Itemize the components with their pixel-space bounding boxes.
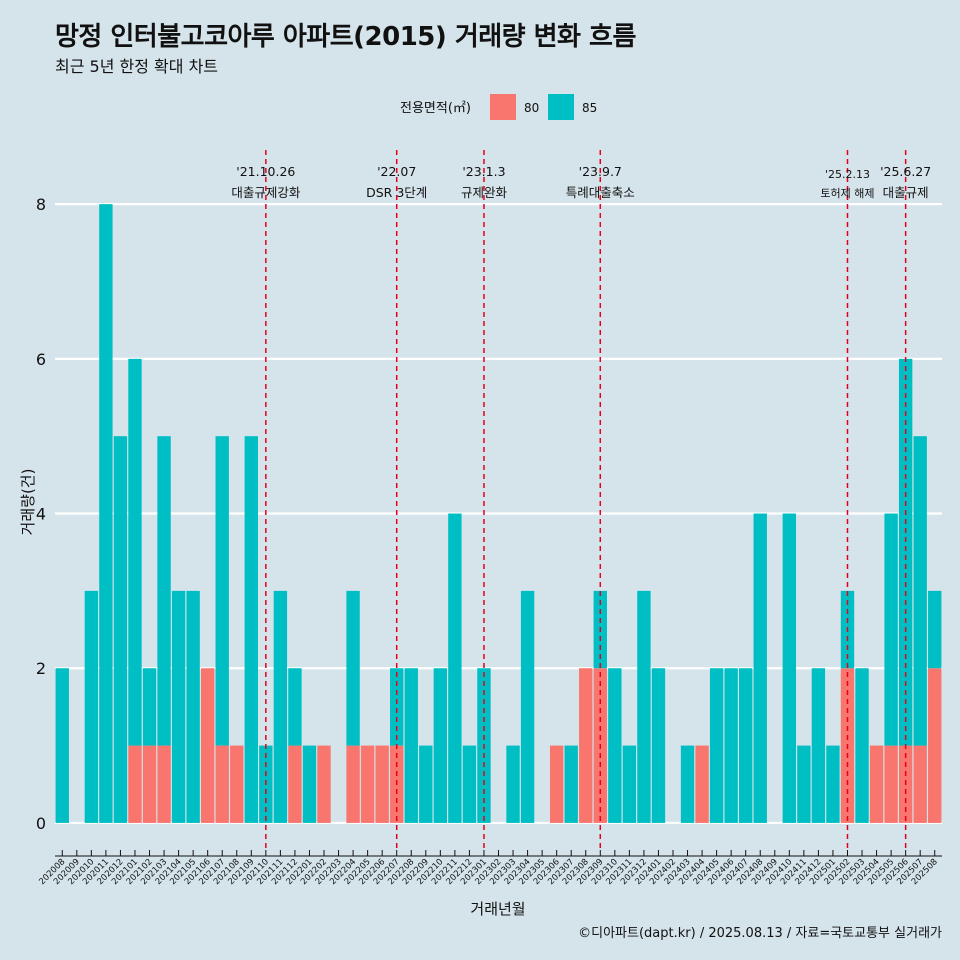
bar-80-202107 bbox=[215, 745, 229, 823]
bar-85-202401 bbox=[651, 668, 666, 823]
chart-subtitle: 최근 5년 한정 확대 차트 bbox=[55, 57, 219, 76]
bar-85-202311 bbox=[622, 745, 637, 823]
source-caption: ©디아파트(dapt.kr) / 2025.08.13 / 자료=국토교통부 실… bbox=[578, 926, 942, 941]
bar-80-202103 bbox=[157, 745, 171, 823]
x-axis-title: 거래년월 bbox=[470, 900, 525, 918]
legend-title: 전용면적(㎡) bbox=[400, 101, 471, 116]
y-axis-title: 거래량(건) bbox=[19, 469, 37, 536]
bar-80-202306 bbox=[549, 745, 564, 823]
bar-85-202010 bbox=[84, 590, 99, 823]
event-date-202309: '23.9.7 bbox=[579, 164, 622, 179]
bar-85-202201 bbox=[302, 745, 317, 823]
bar-80-202404 bbox=[695, 745, 709, 823]
event-label-202506: 대출규제 bbox=[883, 185, 929, 200]
bar-80-202507 bbox=[913, 745, 927, 823]
y-tick-label: 0 bbox=[36, 814, 46, 833]
bar-80-202504 bbox=[869, 745, 884, 823]
bar-80-202508 bbox=[928, 668, 942, 823]
bar-85-202105 bbox=[186, 590, 200, 823]
event-date-202207: '22.07 bbox=[377, 164, 416, 179]
bar-85-202111 bbox=[273, 590, 288, 823]
bar-85-202107 bbox=[215, 436, 229, 746]
bar-80-202205 bbox=[360, 745, 375, 823]
event-date-202506: '25.6.27 bbox=[880, 164, 931, 179]
bar-85-202508 bbox=[928, 590, 942, 669]
bar-85-202503 bbox=[855, 668, 869, 823]
bar-85-202212 bbox=[462, 745, 477, 823]
bar-85-202103 bbox=[157, 436, 171, 746]
bar-85-202405 bbox=[709, 668, 724, 823]
bar-80-202204 bbox=[346, 745, 360, 823]
bar-85-202312 bbox=[637, 590, 651, 823]
bar-80-202308 bbox=[579, 668, 593, 823]
legend-label-85: 85 bbox=[582, 101, 597, 115]
bar-85-202012 bbox=[113, 436, 128, 823]
bar-85-202207 bbox=[390, 668, 404, 746]
bar-85-202101 bbox=[128, 358, 142, 746]
bar-85-202211 bbox=[448, 513, 462, 823]
bar-85-202208 bbox=[404, 668, 418, 823]
bar-85-202210 bbox=[433, 668, 448, 823]
bar-85-202411 bbox=[797, 745, 811, 823]
bar-80-202108 bbox=[230, 745, 244, 823]
x-axis: 2020082020092020102020112020122021012021… bbox=[37, 850, 942, 887]
bar-85-202310 bbox=[608, 668, 622, 823]
bar-85-202303 bbox=[506, 745, 520, 823]
event-label-202207: DSR 3단계 bbox=[366, 185, 427, 200]
bar-85-202109 bbox=[244, 436, 258, 823]
event-label-202301: 규제완화 bbox=[461, 185, 508, 200]
bar-80-202102 bbox=[142, 745, 157, 823]
legend-swatch-85 bbox=[548, 94, 574, 120]
bar-85-202507 bbox=[913, 436, 927, 746]
bar-85-202011 bbox=[99, 204, 113, 823]
bar-85-202407 bbox=[739, 668, 753, 823]
event-date-202301: '23.1.3 bbox=[462, 164, 505, 179]
event-label-202110: 대출규제강화 bbox=[231, 185, 301, 200]
bar-80-202106 bbox=[200, 668, 215, 823]
y-tick-label: 4 bbox=[36, 505, 46, 524]
bar-80-202112 bbox=[288, 745, 302, 823]
bar-85-202104 bbox=[171, 590, 186, 823]
y-tick-label: 2 bbox=[36, 659, 46, 678]
bar-85-202505 bbox=[884, 513, 898, 746]
y-tick-label: 6 bbox=[36, 350, 46, 369]
bar-85-202408 bbox=[753, 513, 767, 823]
bar-85-202307 bbox=[564, 745, 578, 823]
bar-80-202206 bbox=[375, 745, 389, 823]
bar-80-202505 bbox=[884, 745, 898, 823]
legend: 전용면적(㎡) 80 85 bbox=[400, 94, 597, 120]
bar-85-202209 bbox=[419, 745, 433, 823]
bar-85-202304 bbox=[520, 590, 535, 823]
bar-85-202204 bbox=[346, 590, 360, 746]
event-date-202502: '25.2.13 bbox=[825, 168, 870, 181]
legend-swatch-80 bbox=[490, 94, 516, 120]
bar-85-202412 bbox=[811, 668, 826, 823]
bars bbox=[55, 204, 942, 823]
legend-label-80: 80 bbox=[524, 101, 539, 115]
event-markers: '21.10.26 대출규제강화 '22.07 DSR 3단계 '23.1.3 규제완화 '… bbox=[231, 150, 931, 850]
event-label-202309: 특례대출축소 bbox=[566, 185, 635, 200]
bar-85-202102 bbox=[142, 668, 157, 746]
bar-80-202202 bbox=[317, 745, 331, 823]
bar-85-202403 bbox=[680, 745, 695, 823]
y-axis: 0 2 4 6 8 bbox=[36, 195, 46, 833]
y-tick-label: 8 bbox=[36, 195, 46, 214]
bar-80-202101 bbox=[128, 745, 142, 823]
bar-85-202008 bbox=[55, 668, 69, 823]
bar-85-202501 bbox=[826, 745, 840, 823]
event-date-202110: '21.10.26 bbox=[236, 164, 295, 179]
chart-title: 망정 인터불고코아루 아파트(2015) 거래량 변화 흐름 bbox=[55, 22, 636, 52]
bar-85-202112 bbox=[288, 668, 302, 746]
event-label-202502: 토허제 해제 bbox=[820, 186, 874, 200]
bar-85-202506 bbox=[898, 358, 913, 746]
bar-85-202406 bbox=[724, 668, 738, 823]
bar-85-202410 bbox=[782, 513, 797, 823]
